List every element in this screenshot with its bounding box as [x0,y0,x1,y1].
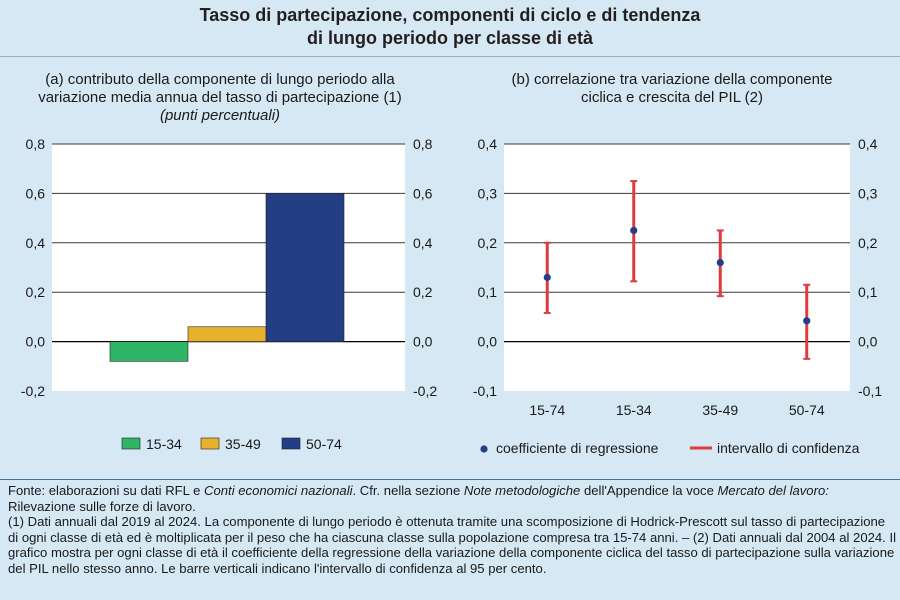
panel-b-title-line1: (b) correlazione tra variazione della co… [511,71,833,88]
footnote-source-mid: . Cfr. nella sezione [352,483,464,498]
panel-a-ytick-right: 0,0 [413,334,433,350]
footnote-source-prefix: Fonte: elaborazioni su dati RFL e [8,483,205,498]
title-divider [0,56,900,57]
legend-point-marker [480,445,488,453]
bar-35-49 [187,326,267,342]
xtick-15-74: 15-74 [529,402,565,418]
chart-title-line2: di lungo periodo per classe di età [306,28,594,48]
panel-a-ytick-right: 0,8 [413,136,433,152]
panel-b-ytick-left: 0,2 [478,235,498,251]
legend-label-15-34: 15-34 [146,436,182,452]
panel-b-ytick-right: 0,4 [858,136,878,152]
panel-a-ytick-right: 0,2 [413,284,433,300]
xtick-15-34: 15-34 [616,402,652,418]
panel-b-ytick-left: 0,3 [478,185,498,201]
panel-b-ytick-right: -0,1 [858,383,882,399]
panel-b-ytick-right: 0,1 [858,284,878,300]
panel-a-ytick-left: 0,4 [26,235,46,251]
panel-a-title: (a) contributo della componente di lungo… [0,71,440,125]
footnote-source-suffix: Rilevazione sulle forze di lavoro. [8,498,196,514]
panel-a-ytick-left: 0,6 [26,185,46,201]
footnote-source-italic2: Note metodologiche [463,483,581,498]
panel-a-ytick-left: 0,0 [26,334,46,350]
legend-swatch-50-74 [281,437,301,450]
point-35-49 [716,258,724,267]
panel-b-ytick-right: 0,3 [858,185,878,201]
footnote-notes: (1) Dati annuali dal 2019 al 2024. La co… [8,514,897,576]
chart-title: Tasso di partecipazione, componenti di c… [0,4,900,50]
panel-b-ytick-left: 0,1 [478,284,498,300]
panel-b-title: (b) correlazione tra variazione della co… [452,71,892,107]
point-15-34 [630,226,638,235]
footnote-source-italic1: Conti economici nazionali [204,483,353,498]
panel-a-ytick-left: -0,2 [21,383,45,399]
charts-canvas: -0,2 -0,2 0,0 0,0 0,2 0,2 0,4 0,4 0,6 0,6 0,8 0,8 15… [21,136,882,456]
footnote-source-mid2: dell'Appendice la voce [580,483,718,498]
panel-a-ytick-left: 0,8 [26,136,46,152]
footnote-divider [0,479,900,480]
panel-b-ytick-right: 0,2 [858,235,878,251]
panel-a-subtitle: (punti percentuali) [159,107,281,124]
panel-b-ytick-right: 0,0 [858,334,878,350]
panel-a-chart: -0,2 -0,2 0,0 0,0 0,2 0,2 0,4 0,4 0,6 0,6 0,8 0,8 15… [21,136,437,452]
legend-label-35-49: 35-49 [225,436,261,452]
panel-b-ytick-left: 0,0 [478,334,498,350]
panel-a-ytick-right: 0,4 [413,235,433,251]
bar-50-74 [265,193,345,342]
legend-label-50-74: 50-74 [306,436,342,452]
xtick-35-49: 35-49 [702,402,738,418]
panel-b-chart: -0,1 -0,1 0,0 0,0 0,1 0,1 0,2 0,2 0,3 0,3 0,4 0,4 15… [473,136,882,456]
panel-a-ytick-left: 0,2 [26,284,46,300]
panel-a-plot-area [52,144,405,391]
bar-15-34 [109,341,189,362]
legend-label-interval: intervallo di confidenza [717,440,860,456]
panel-a-ytick-right: -0,2 [413,383,437,399]
legend-swatch-15-34 [121,437,141,450]
panel-a-title-line2: variazione media annua del tasso di part… [38,89,402,106]
point-15-74 [543,273,551,281]
panel-a-ytick-right: 0,6 [413,185,433,201]
panel-b-ytick-left: -0,1 [473,383,497,399]
panel-b-plot-area [504,144,850,391]
point-50-74 [803,317,811,325]
panel-b-title-line2: ciclica e crescita del PIL (2) [580,89,763,106]
legend-label-coefficient: coefficiente di regressione [496,440,659,456]
footnote: Fonte: elaborazioni su dati RFL e Conti … [8,483,896,577]
legend-swatch-35-49 [200,437,220,450]
footnote-source: Fonte: elaborazioni su dati RFL e Conti … [8,483,896,514]
footnote-source-italic3: Mercato del lavoro: [717,483,829,498]
xtick-50-74: 50-74 [789,402,825,418]
panel-b-ytick-left: 0,4 [478,136,498,152]
panel-a-title-line1: (a) contributo della componente di lungo… [45,71,395,88]
chart-title-line1: Tasso di partecipazione, componenti di c… [199,5,701,25]
